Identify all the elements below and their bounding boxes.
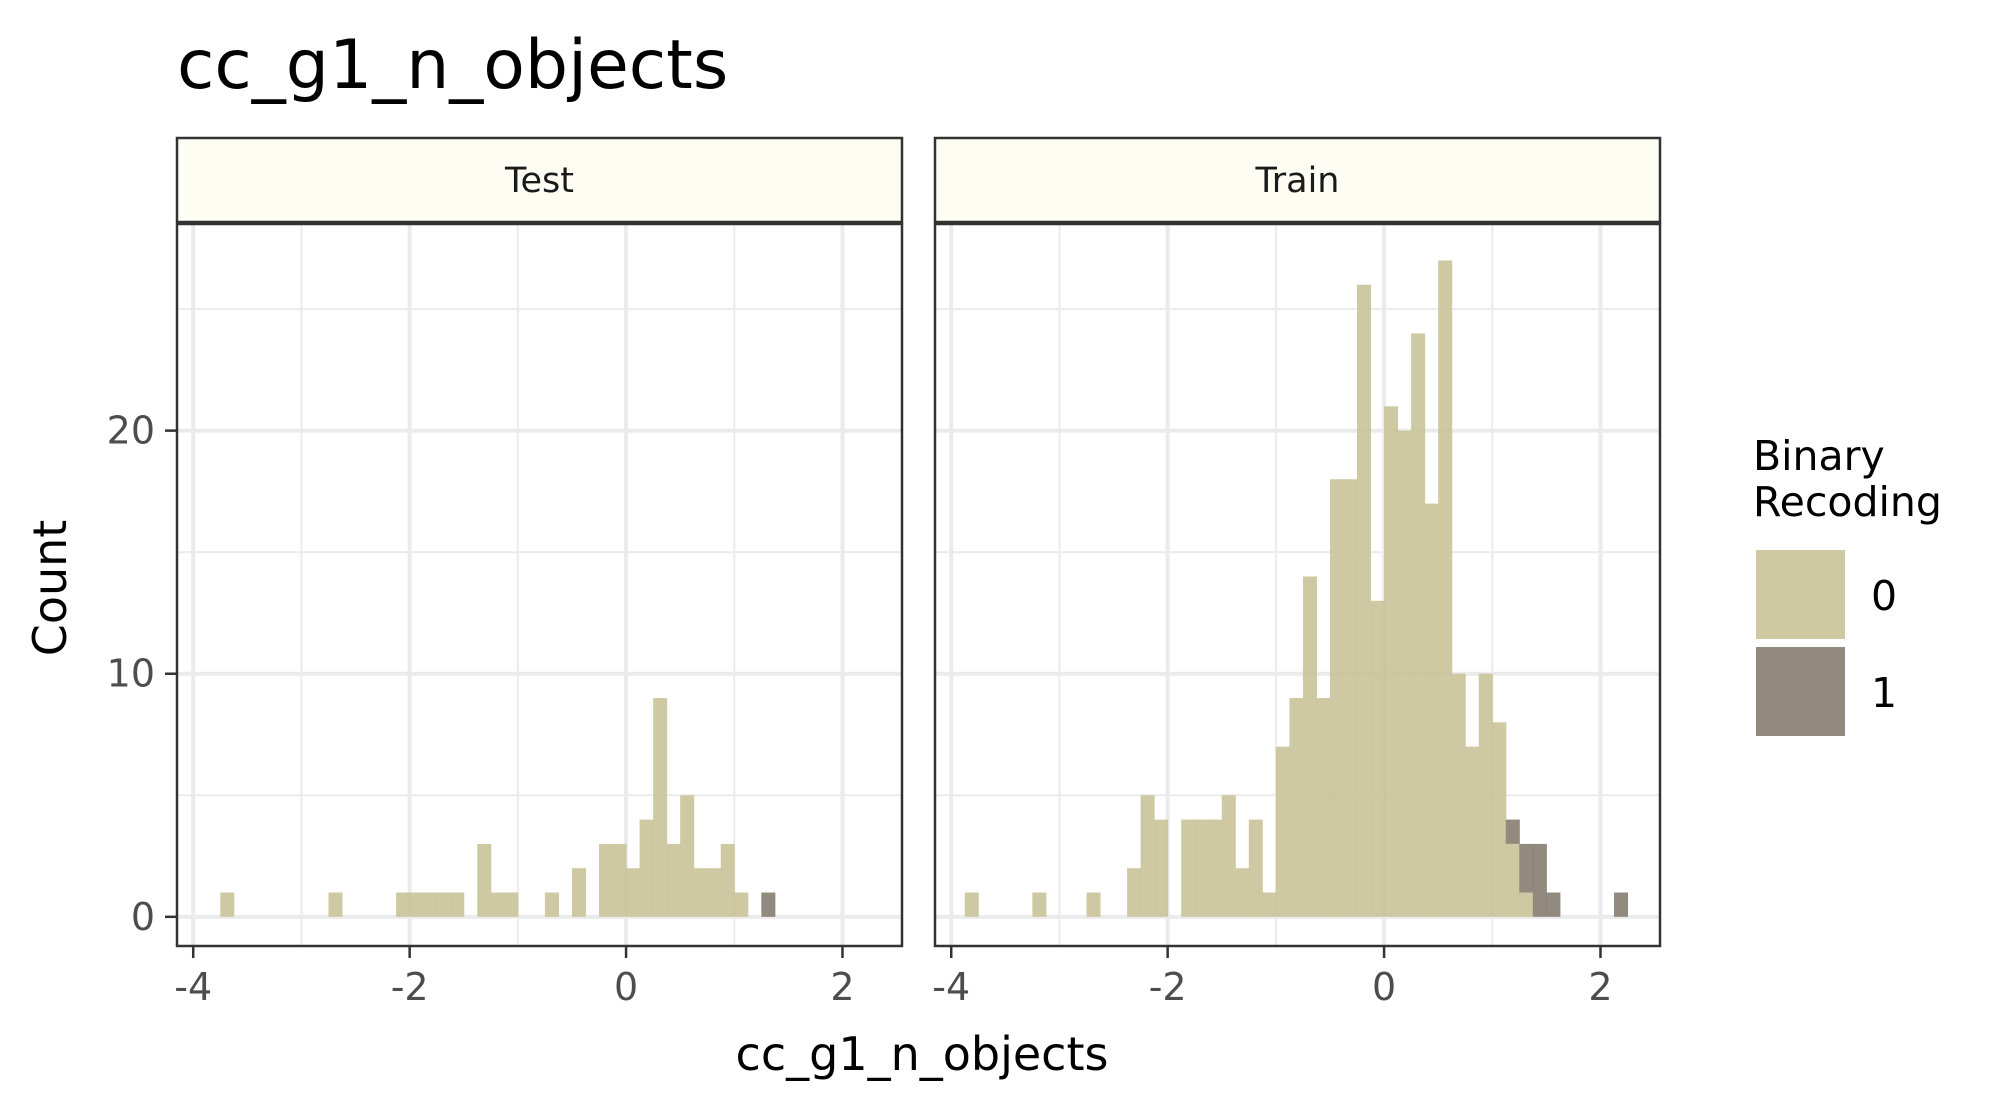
histogram-bar-series-0 <box>1438 260 1453 917</box>
histogram-bar-series-0 <box>1424 503 1439 917</box>
panel-border <box>175 222 904 948</box>
histogram-bar-series-0 <box>396 892 411 917</box>
histogram-bar-series-0 <box>490 892 505 917</box>
histogram-bar-series-0 <box>639 819 654 917</box>
histogram-bar-series-0 <box>1248 819 1263 917</box>
x-tick-label: 0 <box>614 965 638 1009</box>
histogram-bar-series-0 <box>653 698 668 917</box>
histogram-bar-series-0 <box>1411 333 1426 917</box>
histogram-bar-series-0 <box>450 892 465 917</box>
histogram-bar-series-0 <box>1208 819 1223 917</box>
histogram-bar-series-0 <box>409 892 424 917</box>
x-tick-label: -4 <box>174 965 212 1009</box>
histogram-bar-series-0 <box>1140 795 1155 917</box>
histogram-bar-series-0 <box>1032 892 1047 917</box>
histogram-bar-series-1 <box>1505 819 1520 844</box>
histogram-bar-series-0 <box>1478 673 1493 917</box>
legend-label: 0 <box>1871 572 1897 620</box>
histogram-bar-series-0 <box>220 892 235 917</box>
histogram-bar-series-0 <box>1235 868 1250 917</box>
histogram-bar-series-0 <box>707 868 722 917</box>
x-tick-label: 2 <box>830 965 854 1009</box>
x-tick-label: 2 <box>1588 965 1612 1009</box>
histogram-bar-series-1 <box>1614 892 1629 917</box>
histogram-bar-series-1 <box>1519 843 1534 893</box>
histogram-bar-series-0 <box>1492 722 1507 917</box>
histogram-bar-series-0 <box>1289 698 1304 917</box>
y-axis-title: Count <box>23 520 77 657</box>
histogram-bar-series-1 <box>761 892 776 917</box>
facet-strip <box>175 136 904 224</box>
histogram-bar-series-0 <box>720 843 735 917</box>
histogram-bar-series-0 <box>734 892 749 917</box>
y-tick-label: 20 <box>107 409 155 453</box>
histogram-bar-series-0 <box>477 843 492 917</box>
facet-strip-label: Test <box>504 161 574 201</box>
histogram-bar-series-0 <box>964 892 979 917</box>
legend-title: Recoding <box>1753 478 1942 526</box>
y-tick-label: 10 <box>107 652 155 696</box>
histogram-bar-series-0 <box>571 868 586 917</box>
histogram-bar-series-0 <box>1451 673 1466 917</box>
panel-train: Train -4 -2 0 2 <box>932 136 1662 1009</box>
histogram-bar-series-0 <box>1181 819 1196 917</box>
y-tick-label: 0 <box>131 895 155 939</box>
chart-title: cc_g1_n_objects <box>177 26 728 105</box>
histogram-bar-series-0 <box>1343 479 1358 917</box>
histogram-bar-series-0 <box>1357 284 1372 917</box>
histogram-bar-series-0 <box>1505 843 1520 917</box>
histogram-bar-series-0 <box>544 892 559 917</box>
histogram-bar-series-0 <box>599 843 614 917</box>
facet-strip <box>933 136 1662 224</box>
histogram-bar-series-0 <box>1370 600 1385 917</box>
x-tick-label: -4 <box>932 965 970 1009</box>
histogram-bar-series-0 <box>1329 479 1344 917</box>
x-tick-label: 0 <box>1372 965 1396 1009</box>
legend-key-0 <box>1756 550 1845 639</box>
x-axis-title: cc_g1_n_objects <box>736 1027 1109 1081</box>
histogram-bar-series-0 <box>693 868 708 917</box>
histogram-bar-series-0 <box>1519 892 1534 917</box>
histogram-bar-series-1 <box>1546 892 1561 917</box>
x-tick-label: -2 <box>391 965 429 1009</box>
histogram-bar-series-0 <box>1316 698 1331 917</box>
histogram-bar-series-0 <box>1302 576 1317 917</box>
histogram-bar-series-0 <box>1465 746 1480 917</box>
histogram-bar-series-0 <box>436 892 451 917</box>
histogram-bar-series-0 <box>1194 819 1209 917</box>
histogram-bar-series-0 <box>1154 819 1169 917</box>
histogram-bar-series-1 <box>1532 843 1547 917</box>
histogram-bar-series-0 <box>1086 892 1101 917</box>
panel-border <box>933 222 1662 948</box>
legend-key-1 <box>1756 647 1845 736</box>
histogram-bar-series-0 <box>626 868 641 917</box>
histogram-bar-series-0 <box>504 892 519 917</box>
histogram-bar-series-0 <box>1127 868 1142 917</box>
histogram-bar-series-0 <box>612 843 627 917</box>
histogram-bar-series-0 <box>666 843 681 917</box>
histogram-bar-series-0 <box>1384 406 1399 917</box>
histogram-bar-series-0 <box>423 892 438 917</box>
legend-label: 1 <box>1871 669 1897 717</box>
x-tick-label: -2 <box>1149 965 1187 1009</box>
legend-title: Binary <box>1753 432 1885 480</box>
histogram-bar-series-0 <box>328 892 343 917</box>
histogram-bar-series-0 <box>1221 795 1236 917</box>
histogram-bar-series-0 <box>680 795 695 917</box>
histogram-bar-series-0 <box>1275 746 1290 917</box>
histogram-bar-series-0 <box>1262 892 1277 917</box>
facet-strip-label: Train <box>1255 161 1340 201</box>
panel-background <box>177 224 902 946</box>
histogram-bar-series-0 <box>1397 430 1412 917</box>
